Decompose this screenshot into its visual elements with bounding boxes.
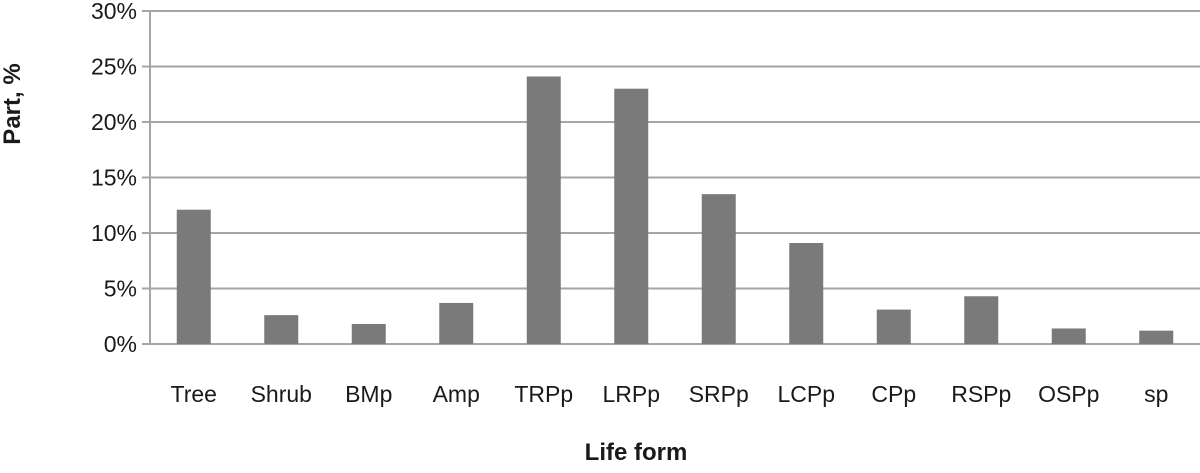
y-tick-label: 15% [91, 165, 137, 191]
x-tick-label-lrpp: LRPp [602, 381, 660, 407]
bar-lrpp [614, 88, 649, 344]
gridlines [142, 10, 1200, 345]
y-tick-label: 25% [91, 54, 137, 80]
bar-shrub [264, 315, 299, 344]
bar-cpp [876, 309, 911, 344]
x-tick-label-srpp: SRPp [689, 381, 749, 407]
y-tick-label: 0% [104, 331, 137, 357]
x-axis-title: Life form [585, 439, 688, 466]
x-tick-label-amp: Amp [433, 381, 480, 407]
x-tick-label-ospp: OSPp [1038, 381, 1099, 407]
bar-ospp [1051, 328, 1086, 344]
x-tick-label-trpp: TRPp [514, 381, 573, 407]
x-tick-labels: Tree Shrub BMp Amp TRPp LRPp SRPp LCPp CPp RSPp OS… [171, 381, 1169, 407]
x-tick-label-tree: Tree [171, 381, 217, 407]
y-axis-title: Part, % [0, 63, 26, 144]
bar-srpp [701, 194, 736, 344]
bars [176, 76, 1174, 345]
bar-lcpp [789, 242, 824, 344]
bar-bmp [351, 324, 386, 344]
y-tick-label: 30% [91, 0, 137, 24]
bar-tree [176, 209, 211, 344]
x-tick-label-lcpp: LCPp [777, 381, 835, 407]
x-tick-label-sp: sp [1144, 381, 1168, 407]
bar-sp [1139, 330, 1174, 344]
y-tick-label: 20% [91, 109, 137, 135]
x-tick-label-bmp: BMp [345, 381, 392, 407]
y-tick-label: 10% [91, 220, 137, 246]
y-tick-label: 5% [104, 276, 137, 302]
bar-trpp [526, 76, 561, 345]
bar-amp [439, 302, 474, 344]
x-tick-label-cpp: CPp [871, 381, 916, 407]
bar-rspp [964, 296, 999, 344]
x-tick-label-rspp: RSPp [951, 381, 1011, 407]
x-tick-label-shrub: Shrub [251, 381, 312, 407]
y-tick-labels: 0% 5% 10% 15% 20% 25% 30% [91, 0, 137, 357]
